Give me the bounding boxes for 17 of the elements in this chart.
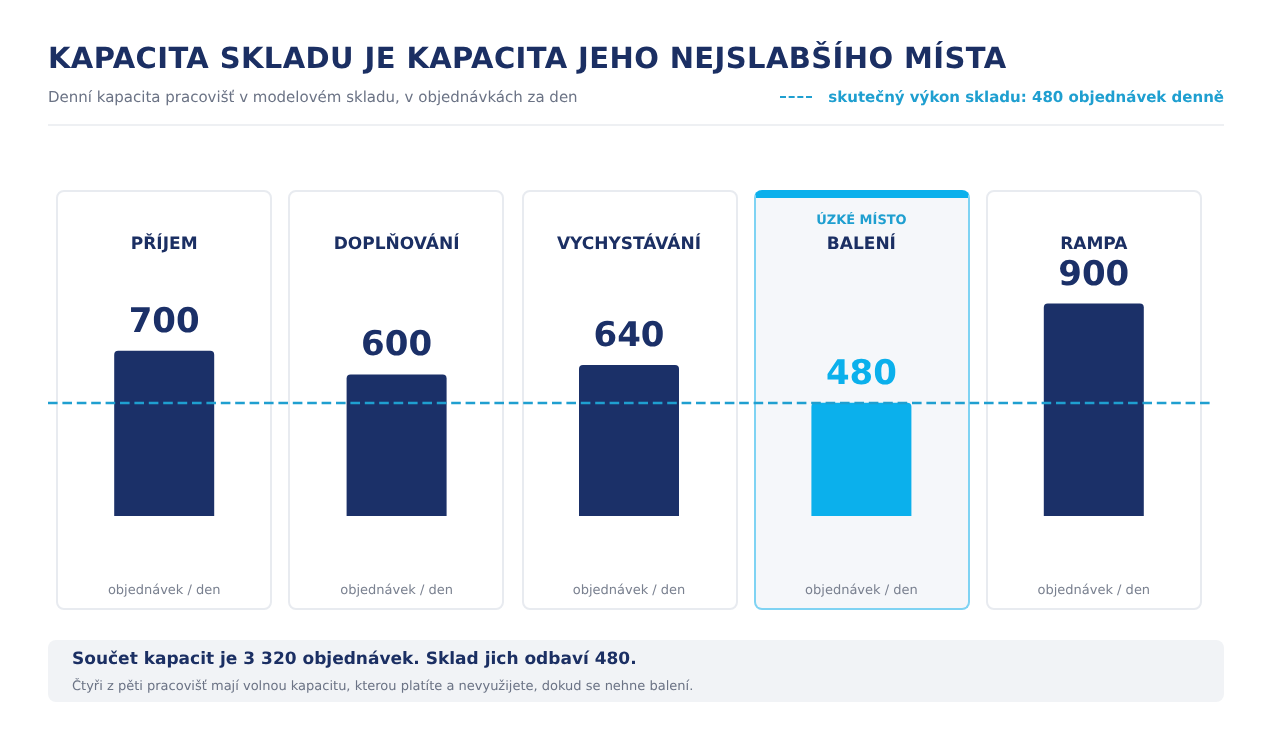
chart-title: KAPACITA SKLADU JE KAPACITA JEHO NEJSLABŠÍHO MÍSTA (48, 44, 1007, 76)
bar (579, 364, 679, 516)
bar (1043, 303, 1144, 516)
data-label: 480 (825, 353, 898, 394)
bar (114, 350, 215, 516)
bar (346, 374, 447, 516)
x-tick-label: DOPLŇOVÁNÍ (333, 233, 460, 255)
data-label: 700 (128, 301, 201, 342)
data-label: 900 (1058, 254, 1130, 295)
x-tick-label: PŘÍJEM (130, 233, 198, 255)
x-tick-label: BALENÍ (826, 233, 896, 255)
text: Součet kapacit je 3 320 objednávek. Sklad jich odbaví 480. (72, 650, 637, 670)
bar (811, 402, 912, 516)
data-label: 640 (593, 315, 665, 356)
data-label: 600 (361, 325, 433, 366)
x-tick-label: VYCHYSTÁVÁNÍ (556, 233, 702, 255)
x-tick-label: RAMPA (1060, 235, 1129, 255)
